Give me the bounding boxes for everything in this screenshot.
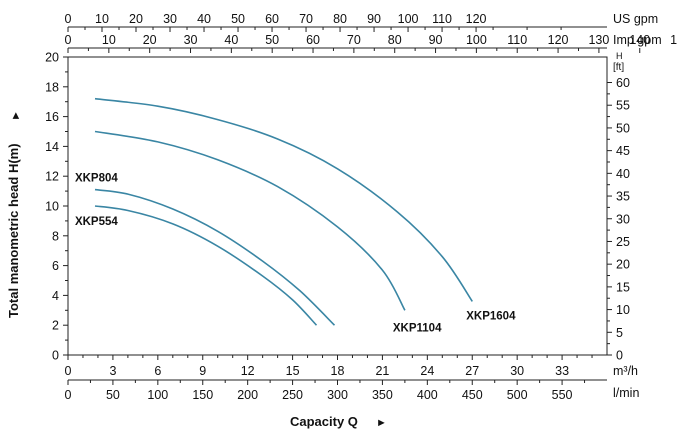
y-left-tick-label: 2 bbox=[52, 319, 59, 333]
x-usgpm-tick-label: 90 bbox=[367, 12, 381, 26]
x-impgpm-tick-label: 30 bbox=[184, 33, 198, 47]
y-left-tick-label: 4 bbox=[52, 289, 59, 303]
x-impgpm-tick-label: 10 bbox=[102, 33, 116, 47]
x-impgpm-tick-label: 130 bbox=[588, 33, 609, 47]
plot-frame bbox=[67, 56, 608, 356]
x-impgpm-tick-label: 70 bbox=[347, 33, 361, 47]
series-label-xkp1604: XKP1604 bbox=[466, 310, 516, 322]
x-m3h-tick-label: 3 bbox=[109, 364, 116, 378]
x-m3h-tick-label: 12 bbox=[241, 364, 255, 378]
y-right-tick-label: 45 bbox=[616, 144, 630, 158]
series-layer: XKP1604 XKP1104 XKP804 XKP554 bbox=[75, 97, 516, 334]
x-axis-title: Capacity Q bbox=[290, 414, 358, 429]
series-label-xkp804: XKP804 bbox=[75, 173, 118, 185]
y-left-tick-label: 10 bbox=[45, 200, 59, 214]
y-left-tick-label: 16 bbox=[45, 110, 59, 124]
series-curve-xkp554 bbox=[94, 205, 318, 326]
x-lmin-tick-label: 100 bbox=[147, 388, 168, 402]
x-usgpm-tick-label: 60 bbox=[265, 12, 279, 26]
y-left-tick-label: 12 bbox=[45, 170, 59, 184]
x-lmin-tick-label: 0 bbox=[65, 388, 72, 402]
x-usgpm-tick-label: 70 bbox=[299, 12, 313, 26]
y-right-tick-label: 35 bbox=[616, 190, 630, 204]
x-impgpm-tick-label: 100 bbox=[466, 33, 487, 47]
y-left-tick-label: 0 bbox=[52, 349, 59, 363]
x-lmin-tick-label: 550 bbox=[552, 388, 573, 402]
x-m3h-tick-label: 0 bbox=[65, 364, 72, 378]
x-axis-arrow: ► bbox=[376, 417, 387, 429]
x-usgpm-tick-label: 120 bbox=[466, 12, 487, 26]
x-usgpm-tick-label: 110 bbox=[432, 12, 452, 26]
x-m3h-tick-label: 18 bbox=[331, 364, 345, 378]
x-lmin-tick-label: 350 bbox=[372, 388, 393, 402]
x-m3h-tick-label: 30 bbox=[510, 364, 524, 378]
x-usgpm-tick-label: 30 bbox=[163, 12, 177, 26]
x-usgpm-tick-label: 40 bbox=[197, 12, 211, 26]
y-left-tick-label: 18 bbox=[45, 80, 59, 94]
x-m3h-tick-label: 24 bbox=[420, 364, 434, 378]
x-m3h-tick-label: 21 bbox=[375, 364, 389, 378]
unit-m3h: m³/h bbox=[613, 364, 638, 378]
unit-lmin: l/min bbox=[613, 386, 639, 400]
x-impgpm-tick-label: 60 bbox=[306, 33, 320, 47]
y-right-tick-label: 5 bbox=[616, 326, 623, 340]
series-label-xkp1104: XKP1104 bbox=[393, 322, 442, 334]
y-axis-arrow: ► bbox=[10, 110, 22, 121]
x-usgpm-tick-label: 100 bbox=[398, 12, 419, 26]
x-impgpm-tick-label: 90 bbox=[429, 33, 443, 47]
x-impgpm-tick-label: 140 bbox=[629, 33, 650, 47]
series-curve-xkp1604 bbox=[94, 97, 473, 302]
x-m3h-tick-label: 33 bbox=[555, 364, 569, 378]
x-lmin-tick-label: 400 bbox=[417, 388, 438, 402]
x-usgpm-tick-label: 20 bbox=[129, 12, 143, 26]
x-lmin-tick-label: 300 bbox=[327, 388, 348, 402]
unit-h: H bbox=[616, 51, 623, 61]
x-lmin-tick-label: 200 bbox=[237, 388, 258, 402]
x-lmin-tick-label: 150 bbox=[192, 388, 213, 402]
x-impgpm-tick-label: 120 bbox=[548, 33, 569, 47]
series-curve-xkp804 bbox=[94, 188, 336, 326]
y-left-tick-label: 8 bbox=[52, 229, 59, 243]
y-right-tick-label: 20 bbox=[616, 258, 630, 272]
y-left-tick-label: 6 bbox=[52, 259, 59, 273]
x-m3h-tick-label: 15 bbox=[286, 364, 300, 378]
series-curve-xkp1104 bbox=[94, 130, 406, 311]
y-right-tick-label: 0 bbox=[616, 349, 623, 363]
x-usgpm-tick-label: 0 bbox=[65, 12, 72, 26]
y-right-tick-label: 15 bbox=[616, 280, 630, 294]
x-lmin-tick-label: 500 bbox=[507, 388, 528, 402]
ticks-layer: 0246810121416182005101520253035404550556… bbox=[45, 12, 677, 402]
x-m3h-tick-label: 27 bbox=[465, 364, 479, 378]
y-left-tick-label: 20 bbox=[45, 51, 59, 65]
y-right-tick-label: 25 bbox=[616, 235, 630, 249]
x-usgpm-tick-label: 80 bbox=[333, 12, 347, 26]
x-lmin-tick-label: 50 bbox=[106, 388, 120, 402]
y-axis-title: Total manometric head H(m) bbox=[6, 143, 21, 318]
y-right-tick-label: 55 bbox=[616, 99, 630, 113]
x-impgpm-tick-label: 50 bbox=[265, 33, 279, 47]
x-impgpm-tick-label: 110 bbox=[507, 33, 527, 47]
y-right-tick-label: 10 bbox=[616, 303, 630, 317]
series-label-xkp554: XKP554 bbox=[75, 216, 118, 228]
y-right-tick-label: 50 bbox=[616, 121, 630, 135]
x-lmin-tick-label: 250 bbox=[282, 388, 303, 402]
y-right-tick-label: 60 bbox=[616, 76, 630, 90]
unit-usgpm: US gpm bbox=[613, 12, 658, 26]
y-right-tick-label: 40 bbox=[616, 167, 630, 181]
unit-impgpm: Imp gpm bbox=[613, 33, 662, 47]
y-left-tick-label: 14 bbox=[45, 140, 59, 154]
x-m3h-tick-label: 6 bbox=[154, 364, 161, 378]
y-right-tick-label: 30 bbox=[616, 212, 630, 226]
x-impgpm-tick-label: 0 bbox=[65, 33, 72, 47]
x-usgpm-tick-label: 50 bbox=[231, 12, 245, 26]
x-impgpm-tick-label: 80 bbox=[388, 33, 402, 47]
x-m3h-tick-label: 9 bbox=[199, 364, 206, 378]
x-impgpm-tick-label: 150 bbox=[670, 33, 677, 47]
x-lmin-tick-label: 450 bbox=[462, 388, 483, 402]
x-impgpm-tick-label: 40 bbox=[224, 33, 238, 47]
x-impgpm-tick-label: 20 bbox=[143, 33, 157, 47]
unit-ft: [ft] bbox=[613, 62, 624, 73]
x-usgpm-tick-label: 10 bbox=[95, 12, 109, 26]
